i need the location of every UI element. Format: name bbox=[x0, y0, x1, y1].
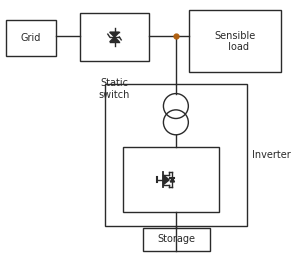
Text: Storage: Storage bbox=[158, 234, 196, 244]
Polygon shape bbox=[163, 175, 169, 185]
Bar bbox=[80, 13, 149, 61]
Bar bbox=[123, 147, 219, 212]
Polygon shape bbox=[110, 37, 119, 42]
Polygon shape bbox=[110, 32, 119, 37]
Bar bbox=[105, 84, 247, 226]
Bar bbox=[6, 20, 56, 56]
Text: Sensible
  load: Sensible load bbox=[215, 30, 256, 52]
Bar bbox=[143, 228, 210, 251]
Text: Static
switch: Static switch bbox=[99, 78, 130, 100]
Text: Grid: Grid bbox=[21, 33, 41, 43]
Polygon shape bbox=[170, 178, 175, 182]
Bar bbox=[189, 10, 281, 73]
Text: Inverter: Inverter bbox=[252, 150, 290, 160]
